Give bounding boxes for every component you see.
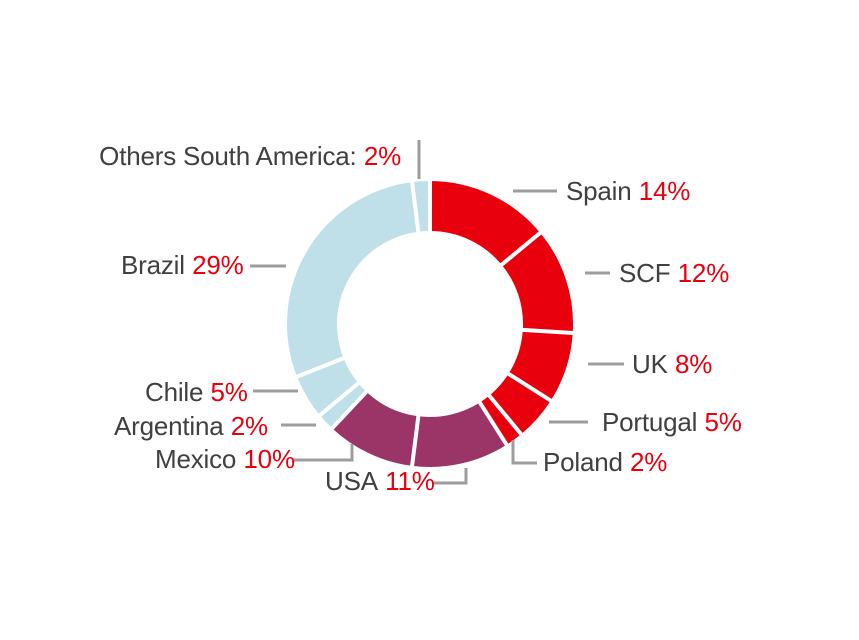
slice-label-value: 2%: [363, 141, 401, 171]
segment-divider: [520, 327, 575, 336]
slice-label-portugal: Portugal 5%: [602, 409, 742, 435]
slice-label-others: Others South America: 2%: [99, 143, 401, 169]
donut-segment-portugal: [489, 373, 551, 435]
slice-label-chile: Chile 5%: [145, 379, 248, 405]
leader-line-usa: [432, 468, 468, 485]
slice-label-scf: SCF 12%: [619, 260, 729, 286]
segment-divider: [505, 371, 554, 404]
segment-divider: [498, 230, 543, 268]
slice-label-text: Mexico: [155, 444, 237, 474]
slice-label-value: 11%: [385, 466, 435, 496]
slice-label-value: 29%: [192, 250, 244, 280]
slice-label-value: 10%: [243, 444, 295, 474]
donut-segment-spain: [430, 181, 541, 265]
slice-label-value: 5%: [210, 377, 248, 407]
slice-label-text: Argentina: [114, 411, 224, 441]
leader-line-mexico: [292, 444, 354, 462]
slice-label-usa: USA 11%: [325, 468, 435, 494]
segment-divider: [294, 355, 347, 380]
donut-segment-brazil: [286, 182, 419, 377]
slice-label-value: 12%: [677, 258, 730, 288]
slice-label-value: 5%: [704, 407, 742, 437]
slice-label-mexico: Mexico 10%: [155, 446, 295, 472]
segment-divider: [317, 380, 362, 418]
slice-label-spain: Spain 14%: [566, 178, 690, 204]
slice-label-text: SCF: [619, 258, 671, 288]
slice-label-argentina: Argentina 2%: [114, 413, 268, 439]
slice-label-text: Chile: [145, 377, 204, 407]
donut-segment-scf: [501, 232, 574, 333]
segment-divider: [477, 399, 510, 448]
donut-segment-mexico: [332, 391, 419, 466]
slice-label-value: 2%: [230, 411, 268, 441]
slice-label-value: 8%: [674, 349, 713, 379]
donut-segment-poland: [479, 395, 522, 445]
donut-segment-argentina: [319, 383, 367, 429]
donut-segment-others: [412, 181, 430, 232]
slice-label-text: Spain: [566, 176, 632, 206]
donut-segment-usa: [412, 402, 507, 467]
slice-label-value: 2%: [630, 447, 668, 477]
slice-label-value: 14%: [638, 176, 691, 206]
segment-divider: [409, 179, 421, 234]
segment-divider: [409, 414, 421, 469]
slice-label-text: Portugal: [602, 407, 698, 437]
slice-label-uk: UK 8%: [632, 351, 712, 377]
slice-label-brazil: Brazil 29%: [121, 252, 244, 278]
slice-label-poland: Poland 2%: [543, 449, 667, 475]
leader-line-poland: [511, 440, 537, 465]
slice-label-text: UK: [632, 349, 668, 379]
segment-divider: [486, 392, 524, 437]
slice-label-text: Brazil: [121, 250, 185, 280]
slice-label-text: Poland: [543, 447, 623, 477]
segment-divider: [329, 388, 370, 432]
slice-label-text: USA: [325, 466, 378, 496]
slice-label-text: Others South America:: [99, 141, 357, 171]
